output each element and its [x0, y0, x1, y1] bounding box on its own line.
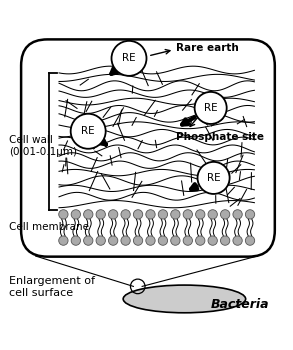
Circle shape — [220, 210, 230, 219]
Circle shape — [196, 236, 205, 245]
Circle shape — [59, 236, 68, 245]
Circle shape — [96, 236, 105, 245]
Text: RE: RE — [204, 103, 217, 113]
Circle shape — [112, 41, 146, 76]
Text: Cell wall
(0.01-0.1μm): Cell wall (0.01-0.1μm) — [9, 135, 77, 157]
Circle shape — [233, 236, 242, 245]
Circle shape — [121, 236, 130, 245]
Circle shape — [59, 210, 68, 219]
Text: RE: RE — [81, 126, 95, 136]
Circle shape — [71, 210, 81, 219]
Circle shape — [171, 236, 180, 245]
Circle shape — [121, 210, 130, 219]
Text: Rare earth: Rare earth — [176, 43, 239, 53]
Circle shape — [71, 114, 106, 149]
Text: RE: RE — [207, 173, 220, 183]
Circle shape — [146, 210, 155, 219]
Circle shape — [183, 210, 193, 219]
FancyBboxPatch shape — [21, 40, 275, 257]
Circle shape — [158, 236, 168, 245]
Circle shape — [84, 210, 93, 219]
Text: RE: RE — [122, 53, 136, 63]
Text: Enlargement of
cell surface: Enlargement of cell surface — [9, 276, 96, 298]
Circle shape — [208, 210, 217, 219]
Circle shape — [108, 236, 118, 245]
Circle shape — [196, 210, 205, 219]
Circle shape — [220, 236, 230, 245]
Circle shape — [197, 162, 230, 194]
Circle shape — [195, 92, 227, 124]
Circle shape — [158, 210, 168, 219]
Text: Phosphate site: Phosphate site — [176, 132, 264, 142]
Circle shape — [245, 210, 255, 219]
Circle shape — [245, 236, 255, 245]
Circle shape — [133, 210, 143, 219]
Circle shape — [133, 236, 143, 245]
Text: Bacteria: Bacteria — [211, 298, 269, 311]
Circle shape — [96, 210, 105, 219]
Circle shape — [84, 236, 93, 245]
Circle shape — [108, 210, 118, 219]
Circle shape — [171, 210, 180, 219]
Circle shape — [71, 236, 81, 245]
Circle shape — [233, 210, 242, 219]
Circle shape — [208, 236, 217, 245]
Ellipse shape — [123, 285, 246, 313]
Circle shape — [146, 236, 155, 245]
Circle shape — [183, 236, 193, 245]
Text: Cell membrane: Cell membrane — [9, 223, 89, 232]
